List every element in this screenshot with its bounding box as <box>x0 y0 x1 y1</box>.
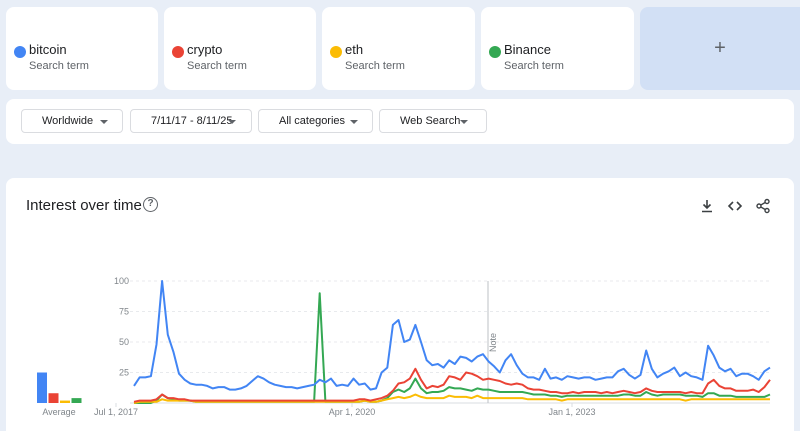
average-bar-eth <box>60 400 70 403</box>
series-line-crypto <box>133 367 771 403</box>
property-dropdown[interactable]: Web Search <box>379 109 487 133</box>
date-range-label: 7/11/17 - 8/11/25 <box>151 115 233 127</box>
chevron-down-icon <box>100 120 108 124</box>
term-type: Search term <box>187 60 247 72</box>
category-dropdown[interactable]: All categories <box>258 109 373 133</box>
term-card-crypto[interactable]: crypto Search term <box>164 7 316 90</box>
term-type: Search term <box>29 60 89 72</box>
average-bar-binance <box>71 398 82 403</box>
chevron-down-icon <box>228 120 236 124</box>
crypto-color-dot <box>172 46 184 58</box>
series-line-binance <box>134 292 771 404</box>
average-label: Average <box>42 407 75 417</box>
interest-chart: 100 75 50 25 Jul 1, 2017 Apr 1, 2020 Jan 1, 20… <box>37 276 771 417</box>
eth-color-dot <box>330 46 342 58</box>
region-label: Worldwide <box>42 115 94 127</box>
x-tick-label: Jan 1, 2023 <box>548 407 595 417</box>
property-label: Web Search <box>400 115 461 127</box>
term-type: Search term <box>345 60 405 72</box>
embed-icon[interactable] <box>727 198 743 214</box>
x-tick-label: Jul 1, 2017 <box>94 407 138 417</box>
plus-icon: + <box>714 37 726 59</box>
chevron-down-icon <box>350 120 358 124</box>
filter-bar: Worldwide 7/11/17 - 8/11/25 All categori… <box>6 99 794 144</box>
term-name: eth <box>345 42 364 57</box>
category-label: All categories <box>279 115 346 127</box>
x-tick-label: Apr 1, 2020 <box>329 407 376 417</box>
help-icon[interactable]: ? <box>143 197 158 212</box>
chart-title: Interest over time <box>26 197 142 214</box>
series-line-eth <box>133 393 770 404</box>
y-tick-label: 75 <box>119 307 129 317</box>
y-tick-label: 100 <box>114 276 129 286</box>
add-comparison-button[interactable]: + <box>640 7 800 90</box>
binance-color-dot <box>489 46 501 58</box>
share-icon[interactable] <box>755 198 771 214</box>
chevron-down-icon <box>460 120 468 124</box>
bitcoin-color-dot <box>14 46 26 58</box>
term-card-eth[interactable]: eth Search term <box>322 7 475 90</box>
term-name: bitcoin <box>29 42 67 57</box>
average-bar-crypto <box>48 393 59 403</box>
note-label: Note <box>488 333 498 352</box>
download-icon[interactable] <box>699 198 715 214</box>
term-name: crypto <box>187 42 223 57</box>
term-name: Binance <box>504 42 551 57</box>
y-tick-label: 50 <box>119 337 129 347</box>
series-line-bitcoin <box>133 280 771 391</box>
region-dropdown[interactable]: Worldwide <box>21 109 123 133</box>
interest-over-time-panel: Interest over time ? 100 75 50 25 Jul 1, 201… <box>6 178 794 431</box>
y-tick-label: 25 <box>119 368 129 378</box>
term-card-bitcoin[interactable]: bitcoin Search term <box>6 7 158 90</box>
term-card-binance[interactable]: Binance Search term <box>481 7 634 90</box>
term-type: Search term <box>504 60 564 72</box>
date-range-dropdown[interactable]: 7/11/17 - 8/11/25 <box>130 109 252 133</box>
average-bar-bitcoin <box>37 372 47 403</box>
